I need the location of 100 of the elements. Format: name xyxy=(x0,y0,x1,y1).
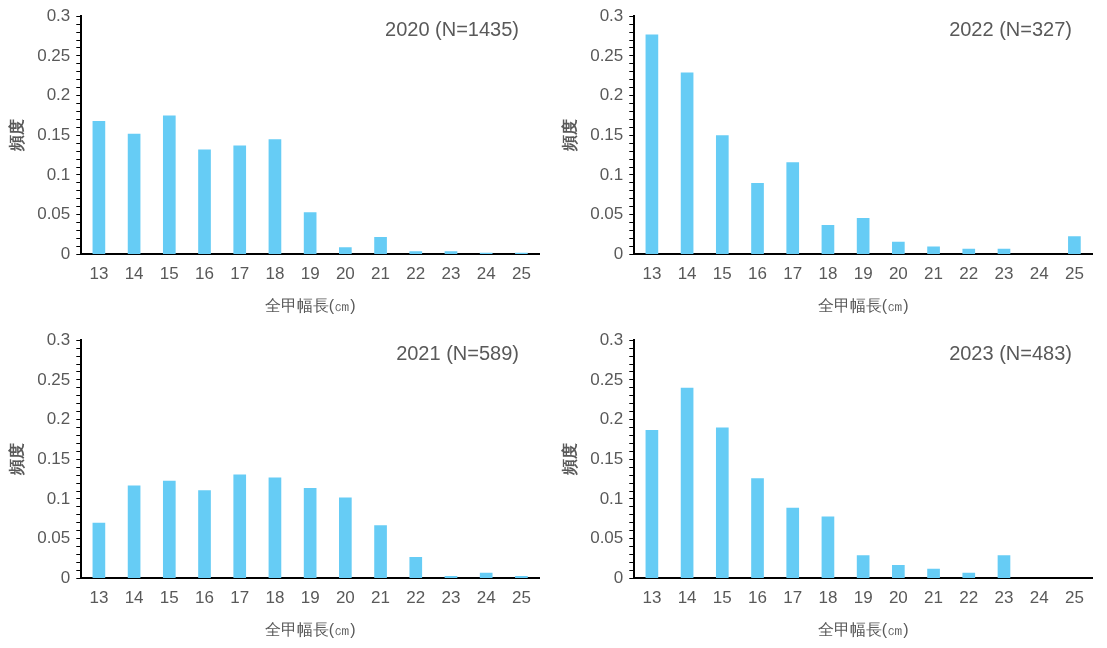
y-axis-title: 頻度 xyxy=(7,119,27,153)
y-tick-label: 0.15 xyxy=(37,448,71,468)
bar xyxy=(856,555,870,578)
x-tick-label: 16 xyxy=(748,588,767,608)
bar xyxy=(715,427,729,578)
bar xyxy=(374,525,387,578)
x-axis-title: 全甲幅長(㎝) xyxy=(817,620,909,638)
y-tick-label: 0.05 xyxy=(37,204,71,224)
y-tick-label: 0.2 xyxy=(599,409,624,429)
y-tick-label: 0 xyxy=(60,244,71,264)
y-tick-label: 0 xyxy=(613,568,624,588)
x-tick-label: 23 xyxy=(441,264,461,284)
x-tick-label: 17 xyxy=(230,264,250,284)
bar xyxy=(645,429,659,578)
bar xyxy=(409,251,423,254)
x-tick-label: 21 xyxy=(924,588,944,608)
y-tick-label: 0.1 xyxy=(599,164,624,184)
x-tick-label: 15 xyxy=(712,588,732,608)
y-tick-label: 0.1 xyxy=(599,488,624,508)
x-tick-label: 23 xyxy=(994,264,1014,284)
x-tick-label: 21 xyxy=(924,264,944,284)
y-tick-label: 0.15 xyxy=(37,124,71,144)
x-axis-title: 全甲幅長(㎝) xyxy=(264,296,356,314)
x-tick-label: 24 xyxy=(1029,264,1049,284)
y-tick-label: 0.1 xyxy=(46,488,71,508)
bar xyxy=(233,474,247,578)
x-tick-label: 14 xyxy=(677,588,697,608)
x-tick-label: 18 xyxy=(265,264,285,284)
x-tick-label: 23 xyxy=(994,588,1014,608)
bar xyxy=(715,135,729,254)
bar xyxy=(927,246,940,254)
bar xyxy=(645,34,659,254)
x-tick-label: 15 xyxy=(159,264,179,284)
bar xyxy=(962,248,976,254)
bar xyxy=(127,133,141,254)
bar xyxy=(268,477,282,578)
bar xyxy=(303,212,317,254)
y-axis-title: 頻度 xyxy=(7,443,27,477)
x-tick-label: 20 xyxy=(888,264,908,284)
bar xyxy=(162,115,176,254)
y-tick-label: 0.3 xyxy=(599,329,624,349)
x-tick-label: 16 xyxy=(195,264,214,284)
y-tick-label: 0.3 xyxy=(599,5,624,25)
bar xyxy=(479,572,493,578)
x-tick-label: 18 xyxy=(265,588,285,608)
bar xyxy=(751,478,764,578)
y-tick-label: 0.25 xyxy=(590,369,624,389)
y-tick-label: 0.25 xyxy=(37,45,71,65)
x-tick-label: 25 xyxy=(511,264,531,284)
bar xyxy=(233,145,247,254)
x-tick-label: 13 xyxy=(642,588,662,608)
bar xyxy=(162,480,176,578)
x-tick-label: 18 xyxy=(818,588,838,608)
x-tick-label: 22 xyxy=(959,264,979,284)
x-axis-title: 全甲幅長(㎝) xyxy=(264,620,356,638)
bar xyxy=(751,182,764,254)
x-tick-label: 13 xyxy=(642,264,662,284)
bar xyxy=(92,121,106,254)
x-axis-title: 全甲幅長(㎝) xyxy=(817,296,909,314)
bar xyxy=(997,555,1011,578)
chart-title: 2021 (N=589) xyxy=(396,341,519,364)
y-tick-label: 0.15 xyxy=(590,448,624,468)
x-tick-label: 20 xyxy=(335,588,355,608)
y-tick-label: 0.05 xyxy=(590,204,624,224)
x-tick-label: 22 xyxy=(406,588,426,608)
x-tick-label: 22 xyxy=(959,588,979,608)
chart-title: 2020 (N=1435) xyxy=(385,17,519,40)
x-tick-label: 18 xyxy=(818,264,838,284)
chart-title: 2022 (N=327) xyxy=(949,17,1072,40)
bar xyxy=(892,564,905,578)
x-tick-label: 20 xyxy=(335,264,355,284)
bar xyxy=(303,487,317,578)
x-tick-label: 21 xyxy=(371,264,391,284)
y-tick-label: 0.3 xyxy=(46,5,71,25)
x-tick-label: 13 xyxy=(89,264,109,284)
bar xyxy=(962,572,976,578)
x-tick-label: 17 xyxy=(230,588,250,608)
x-tick-label: 23 xyxy=(441,588,461,608)
x-tick-label: 19 xyxy=(300,264,320,284)
bar xyxy=(786,162,800,254)
bar xyxy=(680,387,694,578)
bar xyxy=(1068,236,1081,254)
x-tick-label: 19 xyxy=(300,588,320,608)
y-tick-label: 0.1 xyxy=(46,164,71,184)
x-tick-label: 24 xyxy=(476,588,496,608)
y-tick-label: 0.05 xyxy=(590,528,624,548)
x-tick-label: 24 xyxy=(476,264,496,284)
y-tick-label: 0.25 xyxy=(37,369,71,389)
bar xyxy=(680,72,694,254)
y-tick-label: 0.25 xyxy=(590,45,624,65)
bar xyxy=(339,497,352,578)
x-tick-label: 14 xyxy=(124,264,144,284)
bar xyxy=(127,485,141,578)
x-tick-label: 16 xyxy=(195,588,214,608)
bar xyxy=(856,217,870,254)
bar xyxy=(444,251,458,254)
y-tick-label: 0.15 xyxy=(590,124,624,144)
x-tick-label: 17 xyxy=(783,264,803,284)
y-axis-title: 頻度 xyxy=(560,119,580,153)
y-axis-title: 頻度 xyxy=(560,443,580,477)
